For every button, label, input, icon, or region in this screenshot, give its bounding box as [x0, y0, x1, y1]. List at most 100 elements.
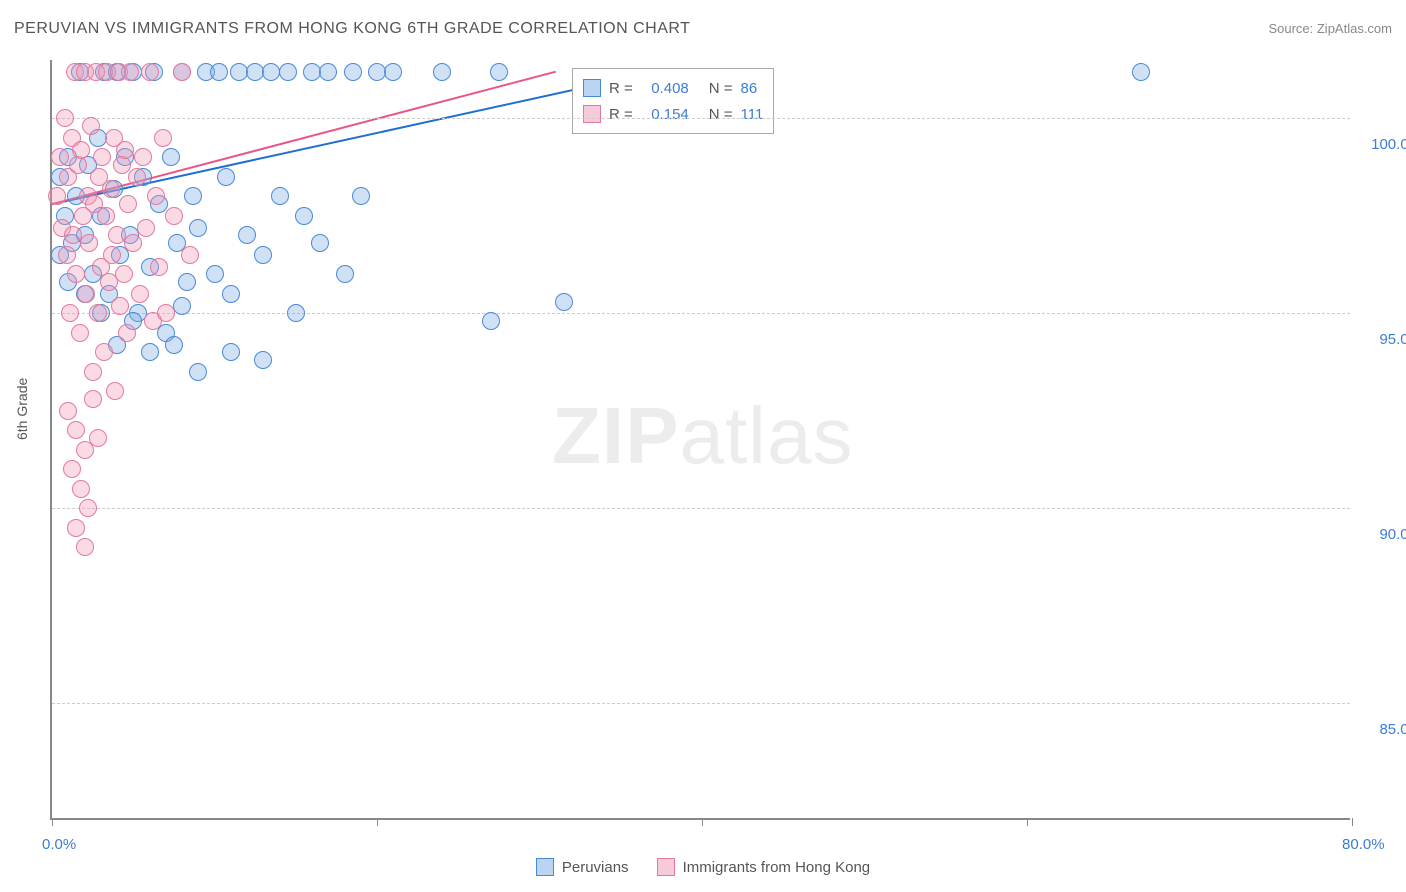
scatter-point: [95, 343, 113, 361]
scatter-point: [189, 219, 207, 237]
legend-swatch: [583, 105, 601, 123]
scatter-point: [222, 285, 240, 303]
scatter-point: [271, 187, 289, 205]
scatter-point: [311, 234, 329, 252]
legend-swatch: [657, 858, 675, 876]
scatter-point: [48, 187, 66, 205]
scatter-point: [56, 109, 74, 127]
scatter-point: [189, 363, 207, 381]
scatter-point: [111, 297, 129, 315]
scatter-point: [84, 363, 102, 381]
scatter-point: [482, 312, 500, 330]
scatter-point: [352, 187, 370, 205]
trendlines-svg: [52, 60, 1352, 820]
x-tick: [702, 818, 703, 826]
x-tick: [1027, 818, 1028, 826]
scatter-point: [384, 63, 402, 81]
scatter-point: [181, 246, 199, 264]
scatter-point: [222, 343, 240, 361]
scatter-point: [124, 234, 142, 252]
gridline: [52, 118, 1350, 119]
scatter-point: [295, 207, 313, 225]
legend-stats-row: R =0.408N =86: [583, 75, 763, 101]
x-tick-label: 0.0%: [42, 836, 76, 853]
x-tick-label: 80.0%: [1342, 836, 1385, 853]
scatter-point: [102, 180, 120, 198]
scatter-point: [58, 246, 76, 264]
scatter-point: [1132, 63, 1150, 81]
scatter-point: [72, 141, 90, 159]
scatter-point: [319, 63, 337, 81]
legend-swatch: [583, 79, 601, 97]
x-tick: [1352, 818, 1353, 826]
scatter-point: [119, 195, 137, 213]
scatter-point: [79, 499, 97, 517]
scatter-point: [254, 351, 272, 369]
scatter-point: [67, 519, 85, 537]
scatter-point: [238, 226, 256, 244]
scatter-point: [147, 187, 165, 205]
scatter-point: [206, 265, 224, 283]
scatter-point: [141, 63, 159, 81]
scatter-point: [184, 187, 202, 205]
y-tick-label: 85.0%: [1362, 721, 1406, 738]
scatter-point: [51, 148, 69, 166]
scatter-point: [150, 258, 168, 276]
scatter-point: [555, 293, 573, 311]
bottom-legend-item: Peruvians: [536, 858, 629, 876]
legend-swatch: [536, 858, 554, 876]
scatter-point: [118, 324, 136, 342]
scatter-point: [84, 390, 102, 408]
legend-label: Peruvians: [562, 859, 629, 876]
legend-stats-row: R =0.154N =111: [583, 101, 763, 127]
scatter-point: [63, 460, 81, 478]
scatter-point: [121, 63, 139, 81]
scatter-point: [93, 148, 111, 166]
scatter-point: [71, 324, 89, 342]
scatter-point: [137, 219, 155, 237]
scatter-point: [279, 63, 297, 81]
plot-canvas: ZIPatlas R =0.408N =86R =0.154N =111 85.…: [50, 60, 1350, 820]
source-link[interactable]: ZipAtlas.com: [1317, 21, 1392, 36]
scatter-point: [254, 246, 272, 264]
scatter-point: [67, 265, 85, 283]
scatter-point: [77, 285, 95, 303]
scatter-point: [287, 304, 305, 322]
scatter-point: [59, 402, 77, 420]
scatter-point: [89, 429, 107, 447]
scatter-point: [82, 117, 100, 135]
scatter-point: [116, 141, 134, 159]
scatter-point: [128, 168, 146, 186]
scatter-point: [165, 207, 183, 225]
scatter-point: [165, 336, 183, 354]
scatter-point: [173, 63, 191, 81]
scatter-point: [72, 480, 90, 498]
scatter-point: [433, 63, 451, 81]
x-tick: [52, 818, 53, 826]
watermark: ZIPatlas: [552, 390, 853, 482]
gridline: [52, 703, 1350, 704]
scatter-point: [76, 538, 94, 556]
scatter-point: [344, 63, 362, 81]
legend-stats-box: R =0.408N =86R =0.154N =111: [572, 68, 774, 134]
scatter-point: [67, 421, 85, 439]
scatter-point: [103, 246, 121, 264]
y-tick-label: 90.0%: [1362, 526, 1406, 543]
y-axis-label: 6th Grade: [14, 378, 30, 440]
scatter-point: [154, 129, 172, 147]
source-label: Source: ZipAtlas.com: [1268, 21, 1392, 36]
gridline: [52, 508, 1350, 509]
legend-label: Immigrants from Hong Kong: [683, 859, 871, 876]
scatter-point: [217, 168, 235, 186]
scatter-point: [61, 304, 79, 322]
scatter-point: [97, 207, 115, 225]
y-tick-label: 95.0%: [1362, 331, 1406, 348]
scatter-point: [157, 304, 175, 322]
bottom-legend-item: Immigrants from Hong Kong: [657, 858, 871, 876]
scatter-point: [69, 156, 87, 174]
scatter-point: [115, 265, 133, 283]
trend-line: [52, 72, 556, 205]
scatter-point: [210, 63, 228, 81]
chart-title: PERUVIAN VS IMMIGRANTS FROM HONG KONG 6T…: [14, 20, 690, 38]
x-tick: [377, 818, 378, 826]
